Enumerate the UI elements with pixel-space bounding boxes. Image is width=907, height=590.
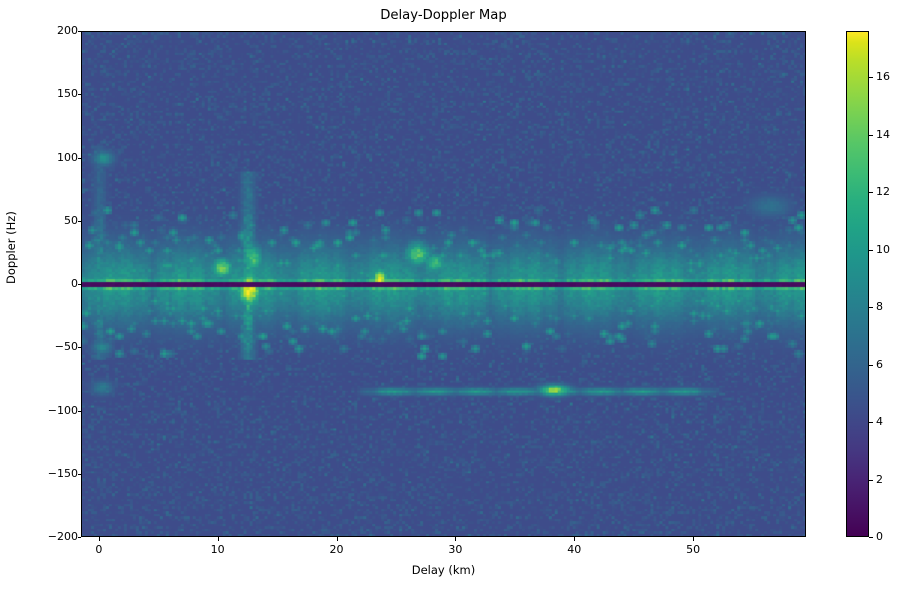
colorbar-tick-mark [869,192,873,193]
colorbar[interactable] [846,31,869,537]
y-tick-label: 100 [57,150,78,164]
y-tick-mark [77,473,81,475]
x-tick-label: 10 [210,543,225,556]
y-tick-label: 0 [71,277,78,290]
y-tick-mark [77,284,81,285]
x-tick-mark [217,537,219,541]
y-tick-mark [77,220,81,222]
colorbar-tick-mark [869,364,873,366]
x-axis-label: Delay (km) [411,563,476,577]
x-tick-label: 30 [448,543,463,556]
y-tick-label: −50 [54,340,78,354]
colorbar-tick-label: 4 [876,415,883,428]
colorbar-tick-mark [869,422,873,423]
y-tick-mark [77,410,81,412]
y-tick-mark [77,94,81,96]
y-tick-mark [77,157,81,159]
x-tick-label: 0 [95,543,103,556]
x-tick-mark [693,537,695,541]
x-tick-mark [98,537,100,541]
y-tick-label: 200 [57,24,78,37]
heatmap-image [82,32,805,536]
y-tick-label: −200 [47,530,78,543]
x-tick-label: 50 [686,543,701,556]
colorbar-tick-label: 8 [876,300,883,313]
y-tick-mark [77,347,81,349]
page-title: Delay-Doppler Map [380,8,507,23]
colorbar-tick-mark [869,249,873,251]
colorbar-tick-mark [869,479,873,481]
y-tick-mark [77,31,81,32]
colorbar-tick-label: 16 [876,70,890,83]
colorbar-tick-mark [869,537,873,538]
colorbar-tick-mark [869,134,873,136]
colorbar-tick-label: 2 [876,472,883,486]
y-tick-label: 150 [57,87,78,101]
colorbar-tick-mark [869,77,873,78]
colorbar-tick-label: 0 [876,530,883,543]
x-tick-mark [455,537,457,541]
y-tick-label: −100 [47,403,78,417]
x-tick-label: 40 [567,543,582,556]
x-tick-mark [336,537,338,541]
x-tick-mark [574,537,576,541]
y-tick-mark [77,537,81,538]
y-axis-label: Doppler (Hz) [4,211,18,284]
colorbar-tick-mark [869,307,873,308]
colorbar-tick-label: 6 [876,357,883,371]
colorbar-tick-label: 14 [876,127,890,141]
colorbar-tick-label: 12 [876,185,890,198]
y-tick-label: 50 [64,213,78,227]
y-tick-label: −150 [47,466,78,480]
colorbar-tick-label: 10 [876,242,890,256]
x-tick-label: 20 [329,543,344,556]
delay-doppler-plot-area[interactable] [81,31,806,537]
